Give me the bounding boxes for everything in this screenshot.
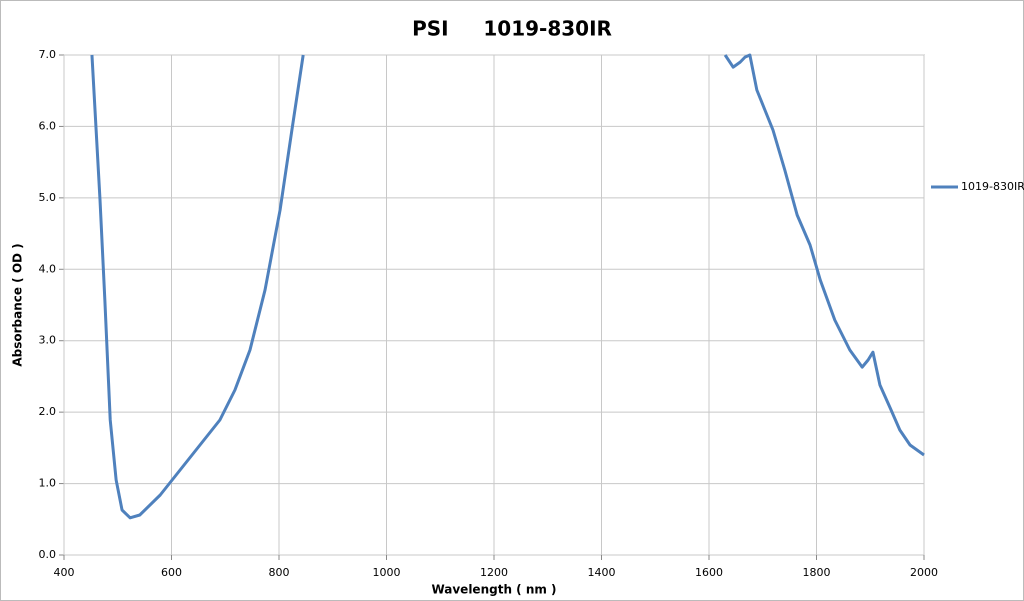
x-tick-label: 1000 [373,566,401,579]
y-tick-label: 7.0 [39,48,57,61]
x-tick-label: 400 [54,566,75,579]
x-tick-label: 800 [269,566,290,579]
x-tick-label: 600 [161,566,182,579]
y-tick-label: 0.0 [39,548,57,561]
y-tick-label: 4.0 [39,262,57,275]
y-tick-label: 5.0 [39,191,57,204]
y-tick-label: 3.0 [39,334,57,347]
y-axis-label: Absorbance ( OD ) [11,243,25,366]
y-tick-label: 2.0 [39,405,57,418]
chart-title: PSI 1019-830IR [412,17,612,41]
y-tick-label: 1.0 [39,477,57,490]
x-tick-label: 2000 [910,566,938,579]
legend-label: 1019-830IR [961,180,1024,193]
data-line [90,53,925,520]
x-tick-label: 1600 [695,566,723,579]
x-axis-label: Wavelength ( nm ) [431,583,556,597]
x-tick-label: 1800 [803,566,831,579]
x-tick-label: 1400 [588,566,616,579]
y-tick-label: 6.0 [39,119,57,132]
x-tick-label: 1200 [480,566,508,579]
